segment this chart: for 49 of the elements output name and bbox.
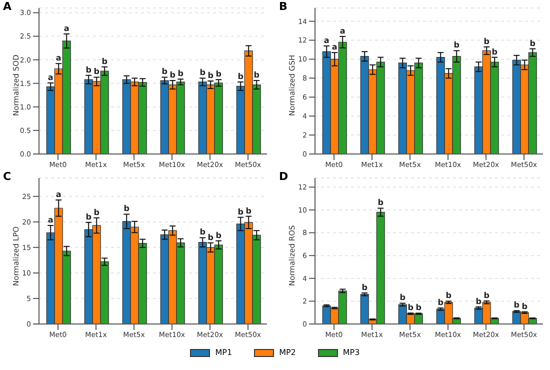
data-label: b <box>476 296 482 306</box>
chart-title: C <box>3 170 12 183</box>
data-label: b <box>530 38 536 48</box>
data-label: b <box>170 70 176 80</box>
legend-label: MP1 <box>215 348 232 357</box>
data-label: b <box>200 68 206 78</box>
data-label: b <box>254 70 260 80</box>
data-label: b <box>208 232 214 242</box>
data-label: b <box>492 47 498 56</box>
data-label: b <box>162 67 168 76</box>
data-label: b <box>408 303 414 312</box>
chart-title: A <box>3 0 12 13</box>
data-label: a <box>340 26 346 36</box>
legend-label: MP3 <box>342 348 360 357</box>
legend-label: MP2 <box>279 348 296 357</box>
data-label: a <box>324 36 330 45</box>
chart-title: B <box>279 0 288 13</box>
data-label: b <box>522 302 528 311</box>
data-label: b <box>208 71 214 80</box>
data-label: b <box>94 67 100 76</box>
data-label: b <box>246 206 252 216</box>
data-label: b <box>484 36 490 46</box>
data-label: b <box>102 56 108 66</box>
data-label: b <box>446 291 452 300</box>
data-label: b <box>438 298 444 308</box>
data-label: b <box>86 212 92 222</box>
data-label: a <box>56 54 62 63</box>
chart-title: D <box>279 170 288 183</box>
data-label: b <box>86 65 92 74</box>
data-label: b <box>362 282 368 292</box>
data-label: b <box>238 72 244 81</box>
data-label: b <box>178 69 184 78</box>
data-label: b <box>454 40 460 50</box>
data-label: a <box>64 24 70 33</box>
data-label: b <box>124 204 130 214</box>
data-label: b <box>484 290 490 300</box>
data-label: b <box>514 300 520 310</box>
data-label: b <box>94 208 100 217</box>
data-label: a <box>48 72 54 82</box>
data-label: b <box>200 228 206 237</box>
data-label: b <box>216 230 222 240</box>
data-label: a <box>332 42 338 52</box>
data-label: b <box>378 198 384 208</box>
data-label: b <box>216 70 222 79</box>
data-label: b <box>416 303 422 312</box>
data-label: a <box>56 190 62 199</box>
data-label: b <box>400 293 406 302</box>
data-label: a <box>48 215 54 224</box>
data-label: b <box>238 207 244 216</box>
